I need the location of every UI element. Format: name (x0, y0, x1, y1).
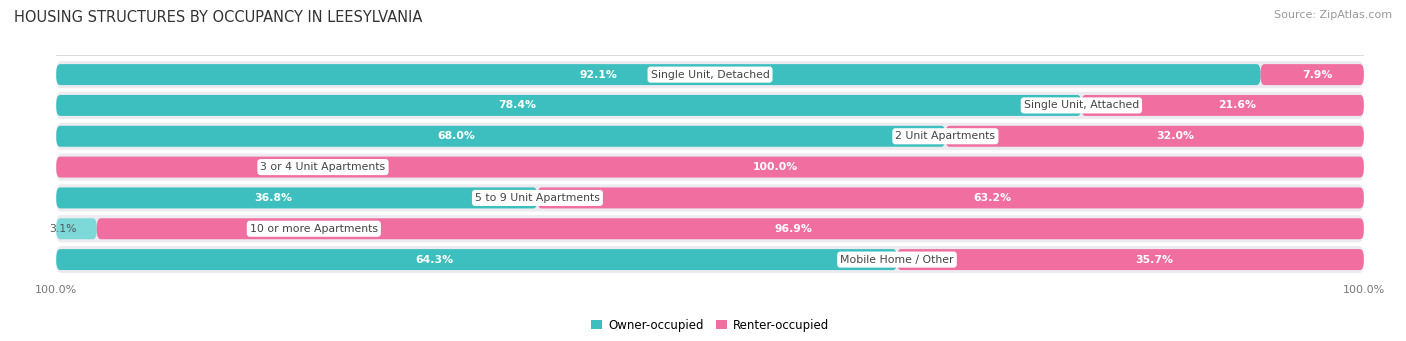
Text: 2 Unit Apartments: 2 Unit Apartments (896, 131, 995, 141)
FancyBboxPatch shape (56, 188, 537, 208)
FancyBboxPatch shape (537, 188, 1364, 208)
Legend: Owner-occupied, Renter-occupied: Owner-occupied, Renter-occupied (586, 314, 834, 337)
Text: 21.6%: 21.6% (1218, 101, 1256, 110)
FancyBboxPatch shape (1081, 95, 1364, 116)
Text: 92.1%: 92.1% (579, 70, 617, 79)
FancyBboxPatch shape (56, 184, 1364, 211)
FancyBboxPatch shape (56, 61, 1364, 88)
FancyBboxPatch shape (56, 92, 1364, 119)
Text: Single Unit, Detached: Single Unit, Detached (651, 70, 769, 79)
Text: 7.9%: 7.9% (1302, 70, 1333, 79)
FancyBboxPatch shape (97, 218, 1364, 239)
Text: Source: ZipAtlas.com: Source: ZipAtlas.com (1274, 10, 1392, 20)
FancyBboxPatch shape (56, 249, 897, 270)
FancyBboxPatch shape (56, 218, 97, 239)
FancyBboxPatch shape (945, 126, 1364, 147)
Text: 10 or more Apartments: 10 or more Apartments (250, 224, 378, 234)
Text: 78.4%: 78.4% (499, 101, 537, 110)
Text: 32.0%: 32.0% (1157, 131, 1195, 141)
Text: 63.2%: 63.2% (973, 193, 1011, 203)
Text: HOUSING STRUCTURES BY OCCUPANCY IN LEESYLVANIA: HOUSING STRUCTURES BY OCCUPANCY IN LEESY… (14, 10, 422, 25)
FancyBboxPatch shape (56, 157, 1364, 178)
Text: 5 to 9 Unit Apartments: 5 to 9 Unit Apartments (475, 193, 600, 203)
FancyBboxPatch shape (56, 126, 945, 147)
FancyBboxPatch shape (1261, 64, 1364, 85)
FancyBboxPatch shape (897, 249, 1364, 270)
FancyBboxPatch shape (56, 215, 1364, 242)
Text: 68.0%: 68.0% (437, 131, 475, 141)
Text: 3.1%: 3.1% (49, 224, 77, 234)
Text: 96.9%: 96.9% (775, 224, 813, 234)
Text: 100.0%: 100.0% (752, 162, 799, 172)
FancyBboxPatch shape (56, 246, 1364, 273)
FancyBboxPatch shape (56, 153, 1364, 181)
Text: 3 or 4 Unit Apartments: 3 or 4 Unit Apartments (260, 162, 385, 172)
FancyBboxPatch shape (56, 95, 1081, 116)
Text: 64.3%: 64.3% (416, 255, 454, 265)
FancyBboxPatch shape (56, 64, 1261, 85)
Text: Single Unit, Attached: Single Unit, Attached (1024, 101, 1139, 110)
FancyBboxPatch shape (56, 123, 1364, 150)
Text: Mobile Home / Other: Mobile Home / Other (841, 255, 953, 265)
Text: 35.7%: 35.7% (1135, 255, 1173, 265)
Text: 36.8%: 36.8% (253, 193, 292, 203)
